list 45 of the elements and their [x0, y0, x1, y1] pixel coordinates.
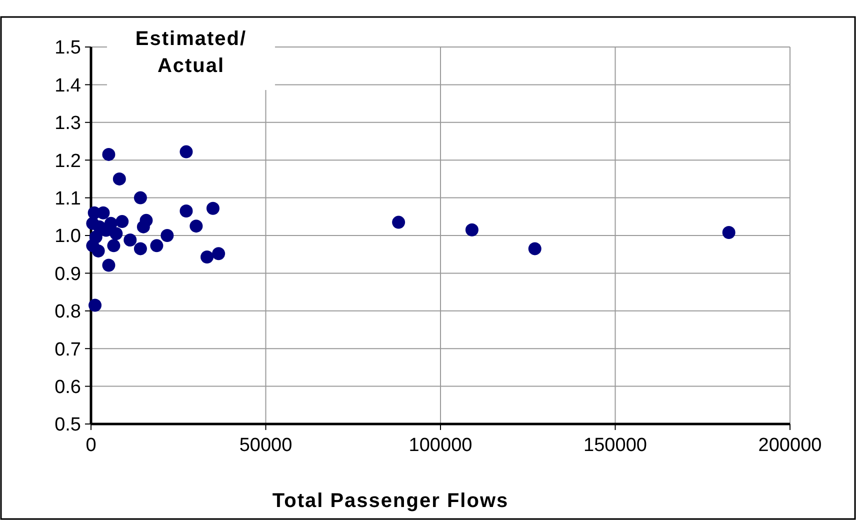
y-tick-label: 1.3 — [54, 113, 81, 134]
y-tick-label: 1.5 — [54, 38, 81, 59]
point — [116, 215, 129, 228]
point — [96, 206, 110, 220]
point — [180, 145, 193, 158]
y-axis-title: Estimated/ Actual — [135, 28, 247, 77]
point — [88, 298, 102, 312]
x-axis-title: Total Passenger Flows — [272, 490, 509, 512]
point — [134, 242, 147, 256]
point — [392, 216, 406, 229]
point — [104, 216, 118, 230]
y-tick-label: 0.6 — [54, 376, 81, 398]
x-tick-label: 50000 — [239, 435, 292, 456]
x-tick-label: 200000 — [758, 435, 822, 456]
point — [190, 220, 203, 233]
y-tick-label: 0.8 — [54, 302, 81, 323]
x-tick-label: 150000 — [584, 435, 647, 456]
point — [200, 250, 214, 264]
point — [722, 226, 736, 239]
point — [160, 229, 174, 242]
point — [212, 247, 226, 260]
point — [124, 234, 137, 247]
y-tick-label: 1.0 — [54, 226, 81, 248]
point — [465, 223, 478, 236]
point — [136, 220, 150, 234]
y-tick-label: 0.5 — [54, 414, 81, 436]
y-tick-label: 1.2 — [54, 150, 81, 172]
x-tick-label: 100000 — [408, 435, 472, 456]
point — [107, 239, 120, 252]
y-tick-label: 0.7 — [54, 339, 81, 360]
point — [89, 230, 102, 244]
point — [150, 239, 164, 252]
point — [134, 191, 147, 204]
point — [206, 202, 220, 215]
y-tick-label: 0.9 — [54, 264, 81, 285]
y-tick-label: 1.4 — [54, 75, 82, 96]
point — [102, 148, 116, 161]
y-tick-label: 1.1 — [54, 188, 81, 210]
point — [110, 227, 123, 240]
point — [102, 258, 116, 272]
point — [180, 204, 193, 218]
point — [528, 242, 542, 256]
x-tick-label: 0 — [86, 435, 96, 456]
point — [112, 172, 126, 186]
point — [92, 244, 105, 258]
